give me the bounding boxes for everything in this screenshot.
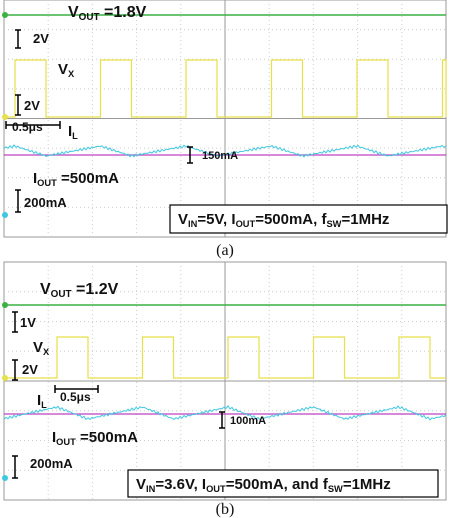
iout-label: IOUT =500mA xyxy=(52,429,138,447)
conditions-label-part: =1MHz xyxy=(343,476,391,493)
conditions-label-part: SW xyxy=(328,484,343,494)
channel-marker xyxy=(2,212,8,218)
conditions-label-part: =500mA, f xyxy=(255,211,327,228)
scale-label: 2V xyxy=(33,31,49,46)
iout-label-part: I xyxy=(52,429,56,446)
iout-label-part: OUT xyxy=(56,437,76,447)
iout-label-part: =500mA xyxy=(76,429,138,446)
conditions-label-part: =500mA, and f xyxy=(226,476,329,493)
vx-label: VX xyxy=(58,61,75,79)
vout-label-part: V xyxy=(68,4,79,21)
conditions-label-part: IN xyxy=(146,484,156,494)
il-label: IL xyxy=(68,123,78,141)
vout-label: VOUT =1.2V xyxy=(40,281,119,300)
conditions-label-part: =3.6V, I xyxy=(155,476,206,493)
channel-marker xyxy=(2,375,8,381)
conditions-box xyxy=(169,204,448,234)
conditions-label-part: OUT xyxy=(236,219,256,229)
ripple-label: 150mA xyxy=(202,150,238,162)
conditions-label-part: V xyxy=(178,211,188,228)
vout-label-part: V xyxy=(40,281,51,298)
vx-label-part: X xyxy=(43,347,50,357)
conditions-box xyxy=(127,469,439,498)
vx-label-part: X xyxy=(68,69,75,79)
scale-label: 200mA xyxy=(24,195,67,210)
il-trace xyxy=(3,144,447,158)
vx-label-part: V xyxy=(58,61,68,78)
vout-label-part: =1.2V xyxy=(72,281,119,298)
conditions-label-part: =1MHz xyxy=(341,211,389,228)
vx-label-part: V xyxy=(33,339,43,356)
iout-label: IOUT =500mA xyxy=(33,170,119,188)
caption: (b) xyxy=(216,501,235,518)
iout-label-part: =500mA xyxy=(57,170,119,187)
il-label-part: I xyxy=(37,392,41,409)
time-scale-label: 0.5μs xyxy=(12,120,43,134)
vout-label: VOUT =1.8V xyxy=(68,4,147,23)
il-trace xyxy=(3,405,447,421)
il-label-part: I xyxy=(68,123,72,140)
il-label-part: L xyxy=(72,131,78,141)
scale-label: 1V xyxy=(20,315,36,330)
conditions-label: VIN=5V, IOUT=500mA, fSW=1MHz xyxy=(178,211,389,229)
iout-label-part: OUT xyxy=(37,178,57,188)
il-label-part: L xyxy=(41,400,47,410)
iout-label-part: I xyxy=(33,170,37,187)
conditions-label-part: V xyxy=(136,476,146,493)
scale-label: 200mA xyxy=(30,456,73,471)
vout-label-part: OUT xyxy=(51,289,72,300)
channel-marker xyxy=(2,302,8,308)
scale-label: 2V xyxy=(24,98,40,113)
ripple-label: 100mA xyxy=(230,415,266,427)
vout-label-part: OUT xyxy=(79,12,100,23)
il-label: IL xyxy=(37,392,47,410)
scale-label: 2V xyxy=(22,362,38,377)
conditions-label-part: OUT xyxy=(206,484,226,494)
vx-label: VX xyxy=(33,339,50,357)
channel-marker xyxy=(2,475,8,481)
vout-label-part: =1.8V xyxy=(100,4,147,21)
conditions-label-part: IN xyxy=(188,219,198,229)
vx-trace xyxy=(4,336,446,379)
caption: (a) xyxy=(216,242,234,259)
channel-marker xyxy=(2,114,8,120)
vx-trace xyxy=(4,59,447,118)
time-scale-label: 0.5μs xyxy=(60,390,91,404)
conditions-label-part: SW xyxy=(326,219,341,229)
channel-marker xyxy=(2,12,8,18)
conditions-label: VIN=3.6V, IOUT=500mA, and fSW=1MHz xyxy=(136,476,391,494)
conditions-label-part: =5V, I xyxy=(197,211,235,228)
